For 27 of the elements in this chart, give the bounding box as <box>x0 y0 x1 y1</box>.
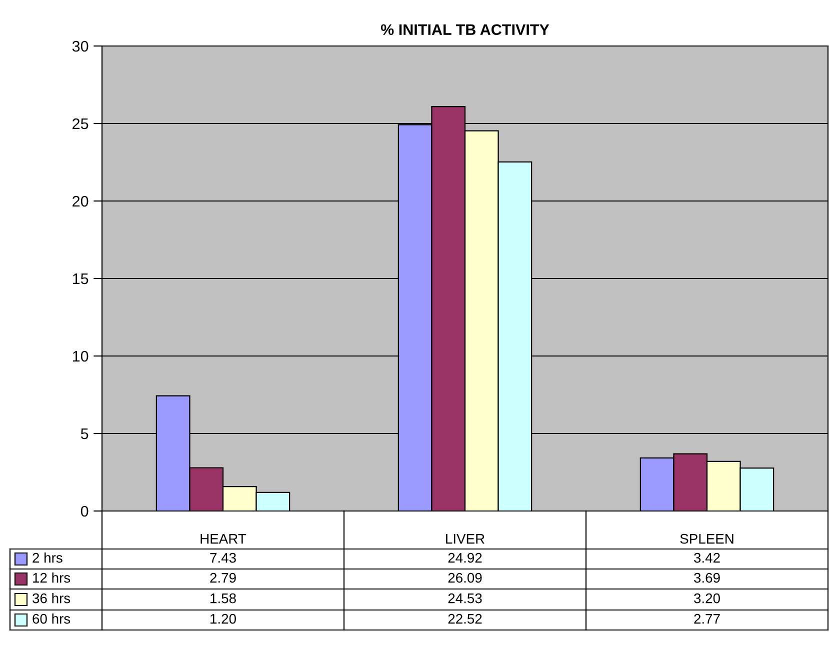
y-tick-label: 25 <box>72 118 88 130</box>
y-tick-label: 5 <box>80 428 88 440</box>
data-label: 26.09 <box>448 572 482 583</box>
data-label: 1.58 <box>210 593 236 604</box>
data-label: 24.53 <box>448 593 482 604</box>
y-tick-label: 10 <box>72 350 88 362</box>
data-label: 7.43 <box>210 552 236 563</box>
legend-label: 2 hrs <box>32 552 62 563</box>
x-tick-label: HEART <box>200 534 246 544</box>
data-label: 2.77 <box>694 614 720 624</box>
y-tick-label: 15 <box>72 274 88 284</box>
data-label: 22.52 <box>448 614 482 624</box>
data-label: 2.79 <box>210 572 236 583</box>
legend-label: 12 hrs <box>33 572 70 583</box>
legend-label: 36 hrs <box>32 593 70 604</box>
legend-label: 60 hrs <box>32 614 70 624</box>
data-label: 3.20 <box>694 593 720 604</box>
x-tick-label: SPLEEN <box>680 534 734 544</box>
x-tick-label: LIVER <box>446 534 484 544</box>
data-label: 24.92 <box>448 552 482 563</box>
data-label: 3.42 <box>694 552 720 563</box>
data-label: 1.20 <box>210 614 236 624</box>
data-label: 3.69 <box>694 572 720 583</box>
chart-title: % INITIAL TB ACTIVITY <box>380 24 550 36</box>
y-tick-label: 30 <box>72 40 88 52</box>
y-tick-label: 0 <box>80 506 88 517</box>
y-tick-label: 20 <box>72 196 88 207</box>
